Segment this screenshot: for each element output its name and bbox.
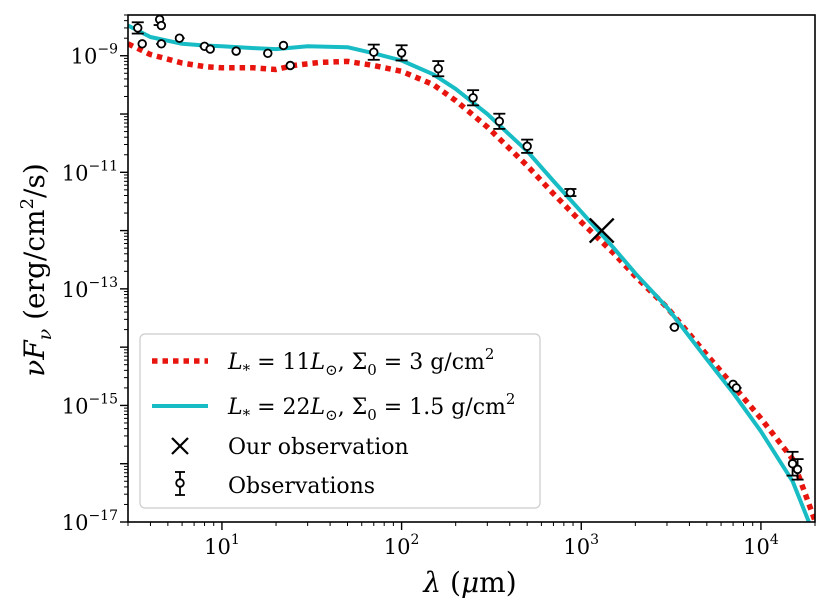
observation-marker — [156, 20, 167, 31]
x-tick-label: 102 — [384, 532, 420, 559]
observation-marker — [174, 33, 185, 43]
observation-marker — [156, 39, 167, 49]
series-line-dotted-red — [128, 41, 815, 522]
observation-marker — [468, 93, 478, 103]
observation-marker — [205, 44, 215, 54]
legend-entry-1: L* = 11L⊙, Σ0 = 3 g/cm2 — [227, 345, 494, 379]
observation-point — [493, 112, 506, 130]
observation-marker — [731, 383, 742, 393]
series-line-solid-cyan — [128, 23, 811, 522]
observation-marker — [231, 46, 241, 56]
observation-point — [156, 39, 167, 49]
x-tick-label: 104 — [743, 532, 779, 559]
observation-marker — [669, 322, 680, 332]
series-layer — [128, 23, 815, 522]
observation-point — [730, 383, 742, 393]
observation-point — [263, 48, 273, 59]
observation-marker — [494, 116, 505, 127]
observation-point — [521, 138, 534, 154]
y-tick-label: 10−13 — [62, 275, 118, 302]
legend-errorbar-marker-icon — [175, 471, 185, 496]
observation-point — [174, 33, 185, 43]
observation-point — [669, 322, 680, 332]
y-tick-label: 10−15 — [62, 391, 118, 418]
plot-frame — [127, 14, 816, 523]
legend-entry-2: L* = 22L⊙, Σ0 = 1.5 g/cm2 — [227, 390, 515, 424]
observation-marker — [369, 47, 379, 57]
legend-entry-3: Our observation — [228, 435, 409, 460]
observation-point — [137, 39, 147, 49]
observation-point — [432, 60, 445, 78]
observation-point — [395, 44, 408, 62]
observation-point — [564, 187, 577, 198]
observation-point — [285, 60, 295, 71]
x-tick-label: 101 — [204, 532, 240, 559]
our-observation-stroke — [588, 217, 615, 244]
svg-text:νFν (erg/cm2/s): νFν (erg/cm2/s) — [17, 163, 56, 377]
our-observation-marker — [588, 217, 615, 244]
observation-marker — [396, 48, 407, 58]
tick-layer: 101 102 103 104 10−9 10−11 10−13 10−15 10−17 — [62, 14, 816, 559]
observation-marker — [133, 23, 143, 33]
legend-entry-4: Observations — [228, 474, 375, 499]
observation-marker — [285, 60, 295, 71]
observation-point — [278, 40, 289, 51]
observation-point — [131, 21, 144, 35]
y-axis-label: νFν (erg/cm2/s) — [17, 163, 56, 377]
observation-marker — [137, 39, 147, 49]
legend-box — [139, 333, 541, 509]
observation-point — [156, 20, 167, 31]
y-tick-label: 10−17 — [62, 508, 118, 535]
observation-marker — [433, 63, 443, 74]
observation-point — [786, 450, 799, 477]
observation-point — [205, 44, 215, 54]
observation-marker — [278, 40, 289, 51]
legend-x-marker-icon — [171, 437, 189, 455]
observation-point — [791, 458, 804, 481]
observation-marker — [792, 464, 803, 475]
x-tick-label: 103 — [563, 532, 599, 559]
legend: L* = 11L⊙, Σ0 = 3 g/cm2 L* = 22L⊙, Σ0 = … — [139, 333, 541, 509]
y-tick-label: 10−11 — [62, 158, 118, 185]
observation-marker — [522, 141, 532, 151]
observations-layer — [131, 15, 804, 481]
observation-point — [467, 89, 480, 107]
observation-marker — [263, 48, 273, 59]
observation-marker — [565, 187, 576, 198]
y-tick-label: 10−9 — [71, 42, 118, 69]
x-axis-label: λ (μm) — [422, 566, 516, 599]
observation-point — [367, 43, 380, 61]
observation-point — [231, 46, 241, 56]
